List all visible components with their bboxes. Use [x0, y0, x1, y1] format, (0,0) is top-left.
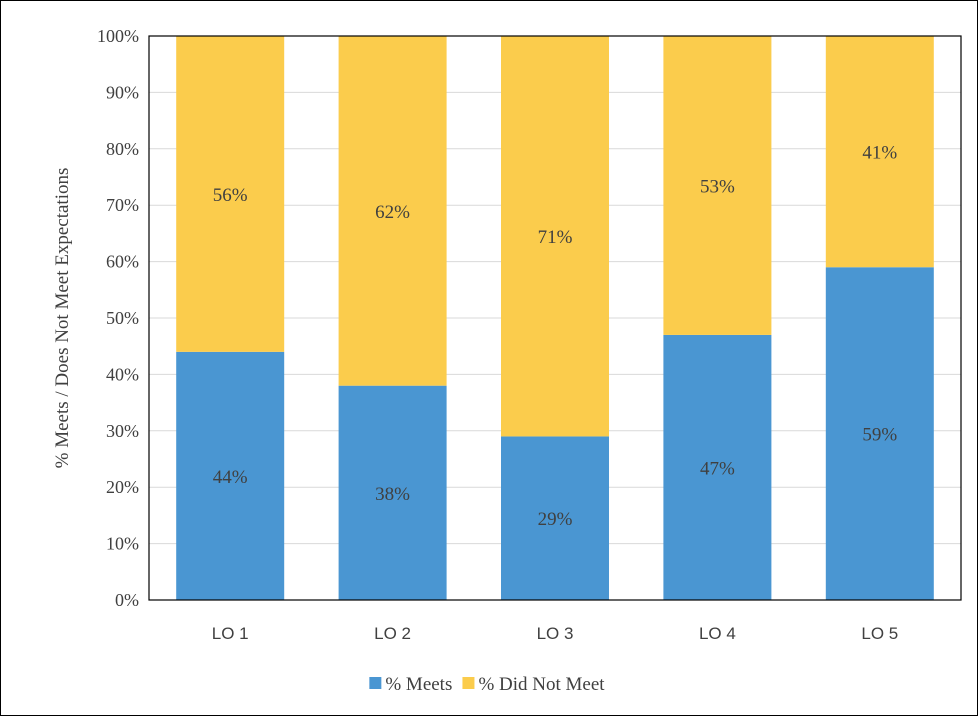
y-tick-label: 60%	[106, 252, 139, 272]
bar-segment	[663, 334, 772, 600]
bar-segment	[501, 36, 609, 437]
data-label: 38%	[375, 484, 410, 505]
bar-segment	[825, 36, 934, 268]
legend-swatch	[462, 677, 475, 689]
x-tick-label: LO 3	[537, 624, 574, 643]
data-labels: 44% 56% 38% 62% 29% 71% 47% 53% 59% 41%	[213, 143, 898, 531]
data-label: 62%	[375, 202, 410, 223]
x-tick-label: LO 5	[861, 624, 898, 643]
y-axis-title: % Meets / Does Not Meet Expectations	[52, 168, 73, 469]
x-tick-label: LO 1	[212, 624, 249, 643]
data-label: 44%	[213, 467, 248, 488]
bar-segment	[338, 385, 447, 600]
bar-segment	[501, 436, 609, 600]
bar-segment	[825, 267, 934, 600]
y-tick-label: 40%	[106, 364, 139, 384]
y-tick-label: 50%	[106, 308, 139, 328]
y-tick-label: 0%	[115, 590, 139, 610]
legend-label: % Meets	[385, 674, 452, 695]
y-tick-labels: 0% 10% 20% 30% 40% 50% 60% 70% 80% 90% 100%	[97, 26, 139, 610]
legend: % Meets % Did Not Meet	[369, 674, 605, 695]
legend-label: % Did Not Meet	[478, 674, 605, 695]
data-label: 53%	[700, 176, 735, 197]
bar-segment	[663, 36, 772, 335]
bar-segment	[176, 351, 285, 600]
legend-swatch	[369, 677, 382, 689]
data-label: 29%	[538, 509, 573, 530]
data-label: 41%	[862, 143, 897, 164]
data-label: 59%	[862, 425, 897, 446]
y-tick-label: 10%	[106, 534, 139, 554]
x-tick-label: LO 4	[699, 624, 736, 643]
bar-segment	[176, 36, 285, 352]
x-tick-labels: LO 1 LO 2 LO 3 LO 4 LO 5	[212, 624, 898, 643]
bar-segment	[338, 36, 447, 386]
plot-area-border	[148, 35, 962, 601]
y-tick-label: 90%	[106, 82, 139, 102]
y-tick-label: 70%	[106, 195, 139, 215]
bars	[176, 36, 934, 600]
y-tick-label: 20%	[106, 477, 139, 497]
y-tick-label: 100%	[97, 26, 139, 46]
x-tick-label: LO 2	[374, 624, 411, 643]
data-label: 56%	[213, 185, 248, 206]
data-label: 71%	[538, 227, 573, 248]
y-tick-label: 30%	[106, 421, 139, 441]
data-label: 47%	[700, 458, 735, 479]
y-tick-label: 80%	[106, 139, 139, 159]
